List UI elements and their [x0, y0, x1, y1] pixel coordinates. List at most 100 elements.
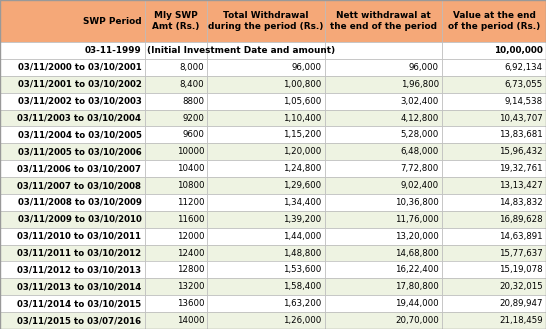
Bar: [0, 59, 145, 76]
Bar: [0, 177, 145, 194]
Text: 12400: 12400: [177, 249, 204, 258]
Text: 4,12,800: 4,12,800: [401, 114, 439, 123]
Text: 3,02,400: 3,02,400: [401, 97, 439, 106]
Bar: [0, 160, 145, 177]
Bar: [0, 126, 145, 143]
Bar: [145, 177, 207, 194]
Text: 96,000: 96,000: [292, 63, 322, 72]
Bar: [325, 194, 442, 211]
Text: 20,32,015: 20,32,015: [499, 282, 543, 291]
Bar: [442, 0, 546, 42]
Text: 8,000: 8,000: [180, 63, 204, 72]
Text: 16,22,400: 16,22,400: [395, 266, 439, 274]
Text: 03/11/2005 to 03/10/2006: 03/11/2005 to 03/10/2006: [17, 147, 141, 156]
Bar: [0, 228, 145, 245]
Bar: [325, 93, 442, 110]
Bar: [0, 110, 145, 126]
Bar: [325, 126, 442, 143]
Bar: [0, 211, 145, 228]
Bar: [442, 59, 546, 76]
Bar: [442, 211, 546, 228]
Text: 1,34,400: 1,34,400: [283, 198, 322, 207]
Text: 10800: 10800: [177, 181, 204, 190]
Text: 1,20,000: 1,20,000: [283, 147, 322, 156]
Bar: [0, 262, 145, 278]
Bar: [145, 59, 207, 76]
Text: 8800: 8800: [182, 97, 204, 106]
Bar: [325, 42, 442, 59]
Text: 6,92,134: 6,92,134: [505, 63, 543, 72]
Text: 03/11/2003 to 03/10/2004: 03/11/2003 to 03/10/2004: [17, 114, 141, 123]
Text: 03/11/2007 to 03/10/2008: 03/11/2007 to 03/10/2008: [17, 181, 141, 190]
Bar: [145, 278, 207, 295]
Text: Mly SWP
Amt (Rs.): Mly SWP Amt (Rs.): [152, 11, 200, 31]
Text: 1,48,800: 1,48,800: [283, 249, 322, 258]
Text: 9,14,538: 9,14,538: [505, 97, 543, 106]
Text: 1,00,800: 1,00,800: [283, 80, 322, 89]
Text: 1,10,400: 1,10,400: [283, 114, 322, 123]
Bar: [442, 278, 546, 295]
Bar: [0, 194, 145, 211]
Text: 1,53,600: 1,53,600: [283, 266, 322, 274]
Bar: [145, 262, 207, 278]
Bar: [207, 59, 325, 76]
Text: 11,76,000: 11,76,000: [395, 215, 439, 224]
Bar: [0, 295, 145, 312]
Text: SWP Period: SWP Period: [83, 16, 141, 26]
Text: 03/11/2012 to 03/10/2013: 03/11/2012 to 03/10/2013: [17, 266, 141, 274]
Text: 03/11/2002 to 03/10/2003: 03/11/2002 to 03/10/2003: [17, 97, 141, 106]
Text: 20,70,000: 20,70,000: [395, 316, 439, 325]
Bar: [207, 126, 325, 143]
Bar: [145, 110, 207, 126]
Bar: [0, 76, 145, 93]
Bar: [207, 245, 325, 262]
Bar: [145, 295, 207, 312]
Bar: [0, 245, 145, 262]
Bar: [207, 312, 325, 329]
Bar: [442, 312, 546, 329]
Text: 03/11/2009 to 03/10/2010: 03/11/2009 to 03/10/2010: [17, 215, 141, 224]
Text: 03/11/2011 to 03/10/2012: 03/11/2011 to 03/10/2012: [17, 249, 141, 258]
Bar: [325, 295, 442, 312]
Bar: [0, 312, 145, 329]
Text: 1,39,200: 1,39,200: [283, 215, 322, 224]
Bar: [145, 160, 207, 177]
Text: 1,26,000: 1,26,000: [283, 316, 322, 325]
Bar: [325, 59, 442, 76]
Bar: [145, 245, 207, 262]
Text: 14000: 14000: [177, 316, 204, 325]
Bar: [145, 143, 207, 160]
Text: 03/11/2015 to 03/07/2016: 03/11/2015 to 03/07/2016: [17, 316, 141, 325]
Bar: [442, 245, 546, 262]
Text: 17,80,800: 17,80,800: [395, 282, 439, 291]
Text: 14,83,832: 14,83,832: [499, 198, 543, 207]
Bar: [325, 278, 442, 295]
Bar: [325, 160, 442, 177]
Text: 16,89,628: 16,89,628: [499, 215, 543, 224]
Text: 03-11-1999: 03-11-1999: [85, 46, 141, 55]
Text: 15,77,637: 15,77,637: [499, 249, 543, 258]
Text: 6,48,000: 6,48,000: [401, 147, 439, 156]
Text: (Initial Investment Date and amount): (Initial Investment Date and amount): [147, 46, 335, 55]
Text: 03/11/2000 to 03/10/2001: 03/11/2000 to 03/10/2001: [17, 63, 141, 72]
Text: 1,24,800: 1,24,800: [283, 164, 322, 173]
Bar: [0, 278, 145, 295]
Text: 03/11/2013 to 03/10/2014: 03/11/2013 to 03/10/2014: [17, 282, 141, 291]
Bar: [145, 42, 207, 59]
Bar: [207, 76, 325, 93]
Bar: [145, 93, 207, 110]
Bar: [442, 295, 546, 312]
Bar: [442, 228, 546, 245]
Bar: [0, 0, 145, 42]
Bar: [207, 228, 325, 245]
Text: 1,15,200: 1,15,200: [283, 130, 322, 139]
Text: 19,32,761: 19,32,761: [499, 164, 543, 173]
Text: 13200: 13200: [177, 282, 204, 291]
Text: 03/11/2014 to 03/10/2015: 03/11/2014 to 03/10/2015: [17, 299, 141, 308]
Text: Value at the end
of the period (Rs.): Value at the end of the period (Rs.): [448, 11, 540, 31]
Text: 12000: 12000: [177, 232, 204, 241]
Text: 1,58,400: 1,58,400: [283, 282, 322, 291]
Text: 03/11/2008 to 03/10/2009: 03/11/2008 to 03/10/2009: [17, 198, 141, 207]
Text: 1,44,000: 1,44,000: [283, 232, 322, 241]
Text: 10000: 10000: [177, 147, 204, 156]
